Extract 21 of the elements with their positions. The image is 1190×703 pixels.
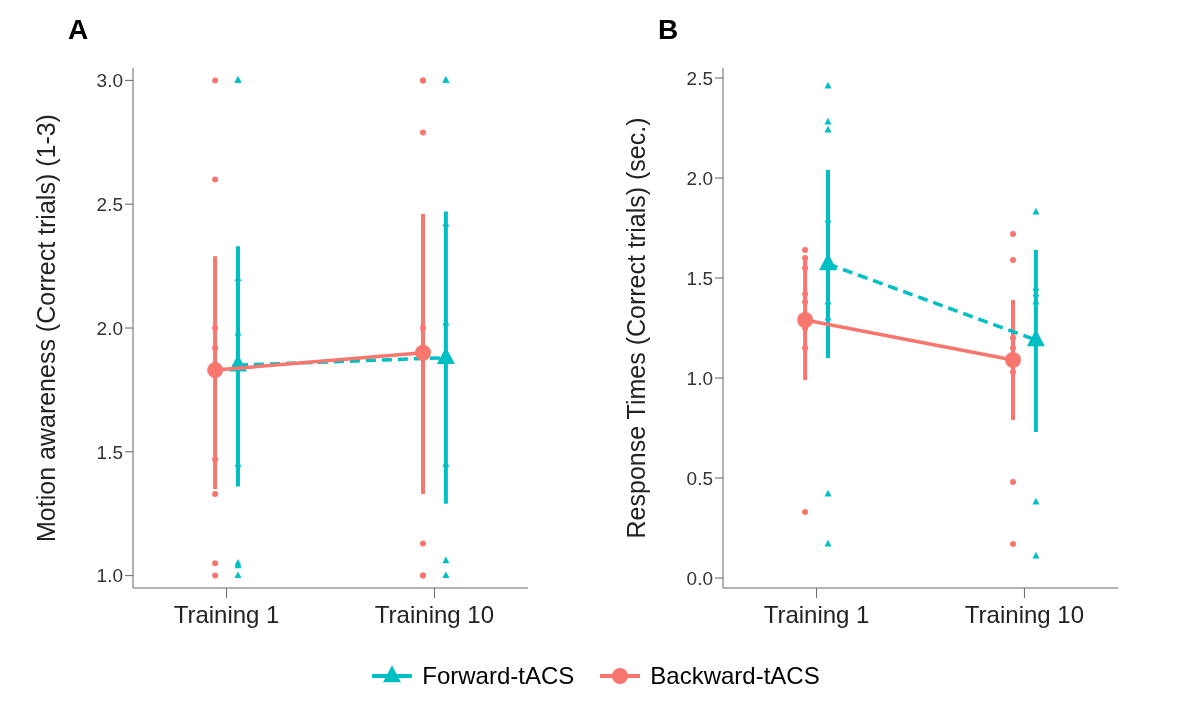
x-tick-label: Training 1 (763, 601, 870, 629)
legend-label: Backward-tACS (650, 662, 820, 690)
y-tick-label: 2.0 (96, 317, 123, 339)
y-tick-label: 2.5 (686, 67, 713, 89)
y-tick-label: 2.0 (686, 167, 713, 189)
y-tick-label: 1.0 (686, 367, 713, 389)
x-tick-label: Training 1 (173, 601, 280, 629)
chart-title: B (658, 14, 679, 46)
y-axis-title: Response Times (Correct trials) (sec.) (621, 117, 650, 539)
x-tick-label: Training 10 (374, 601, 495, 629)
y-tick-label: 3.0 (96, 70, 123, 92)
x-tick-label: Training 10 (964, 601, 1085, 629)
y-tick-label: 0.0 (686, 567, 713, 589)
y-tick-label: 1.5 (686, 267, 713, 289)
chart-title: A (68, 14, 89, 46)
y-axis-title: Motion awareness (Correct trials) (1-3) (31, 114, 60, 542)
y-tick-label: 1.5 (96, 441, 123, 463)
y-tick-label: 0.5 (686, 467, 713, 489)
y-tick-label: 1.0 (96, 565, 123, 587)
legend-label: Forward-tACS (422, 662, 575, 690)
y-tick-label: 2.5 (96, 193, 123, 215)
